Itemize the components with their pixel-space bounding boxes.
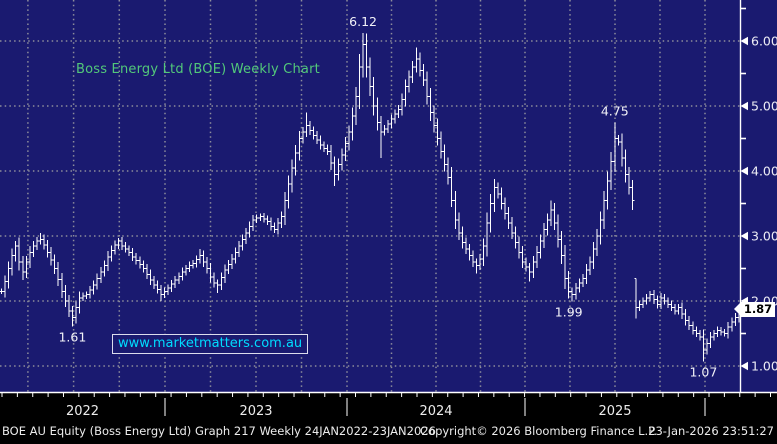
timestamp: 23-Jan-2026 23:51:27 [648,424,774,438]
y-axis-label: 1.00 [751,359,777,374]
y-axis-label: 6.00 [751,34,777,49]
x-axis-year-label: 2025 [598,404,631,419]
price-annotation-1.61: 1.61 [58,329,86,344]
plot-background [0,0,777,392]
price-annotation-1.07: 1.07 [689,364,717,379]
price-annotation-6.12: 6.12 [349,14,377,29]
copyright-notice: Copyright© 2026 Bloomberg Finance L.P. [420,424,657,438]
x-axis-ticks [1,393,771,416]
security-description: BOE AU Equity (Boss Energy Ltd) Graph 21… [2,424,436,438]
last-price-tag: 1.87 [734,302,775,317]
y-axis-label: 3.00 [751,229,777,244]
x-axis-year-label: 2022 [66,404,99,419]
price-annotation-4.75: 4.75 [601,103,629,118]
y-axis-label: 5.00 [751,99,777,114]
chart-title: Boss Energy Ltd (BOE) Weekly Chart [76,62,320,77]
watermark-link[interactable]: www.marketmatters.com.au [112,334,309,354]
x-axis-year-label: 2024 [419,404,452,419]
axes [0,0,777,394]
last-price-value: 1.87 [743,302,773,316]
grid [0,0,740,392]
y-axis-label: 4.00 [751,164,777,179]
price-annotation-1.99: 1.99 [555,305,583,320]
x-axis-year-label: 2023 [239,404,272,419]
price-bars [0,33,741,362]
